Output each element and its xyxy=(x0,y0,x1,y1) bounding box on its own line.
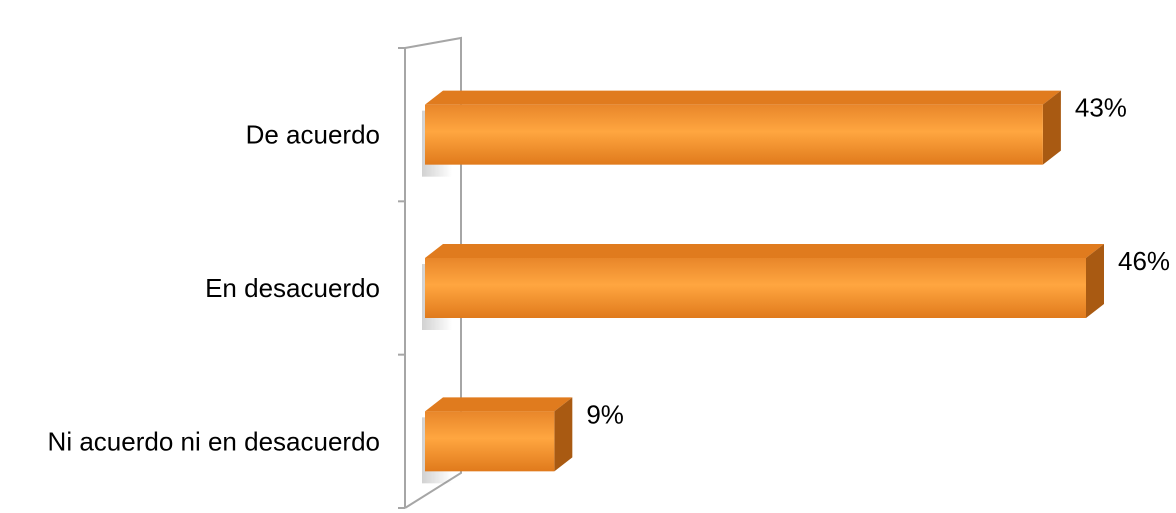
bar-front-face xyxy=(425,258,1086,318)
bar-top-face xyxy=(425,244,1104,258)
data-label: 43% xyxy=(1075,93,1127,123)
bar-top-face xyxy=(425,90,1061,105)
bar-front-face xyxy=(425,104,1043,165)
bar-top-face xyxy=(425,397,573,412)
data-label: 9% xyxy=(586,399,624,429)
bar xyxy=(422,397,573,484)
bar xyxy=(422,90,1061,177)
bar xyxy=(422,244,1104,330)
bar-front-face xyxy=(425,411,555,472)
bar-side-face xyxy=(554,397,573,472)
bar-side-face xyxy=(1086,244,1104,318)
bars-group xyxy=(422,90,1104,484)
value-labels: 43% 46% 9% xyxy=(586,93,1170,430)
bar-side-face xyxy=(1042,90,1061,165)
category-labels: De acuerdo En desacuerdo Ni acuerdo ni en … xyxy=(48,120,380,457)
category-label: Ni acuerdo ni en desacuerdo xyxy=(48,426,380,456)
data-label: 46% xyxy=(1118,246,1170,276)
category-label: En desacuerdo xyxy=(205,273,380,303)
category-label: De acuerdo xyxy=(246,120,380,150)
